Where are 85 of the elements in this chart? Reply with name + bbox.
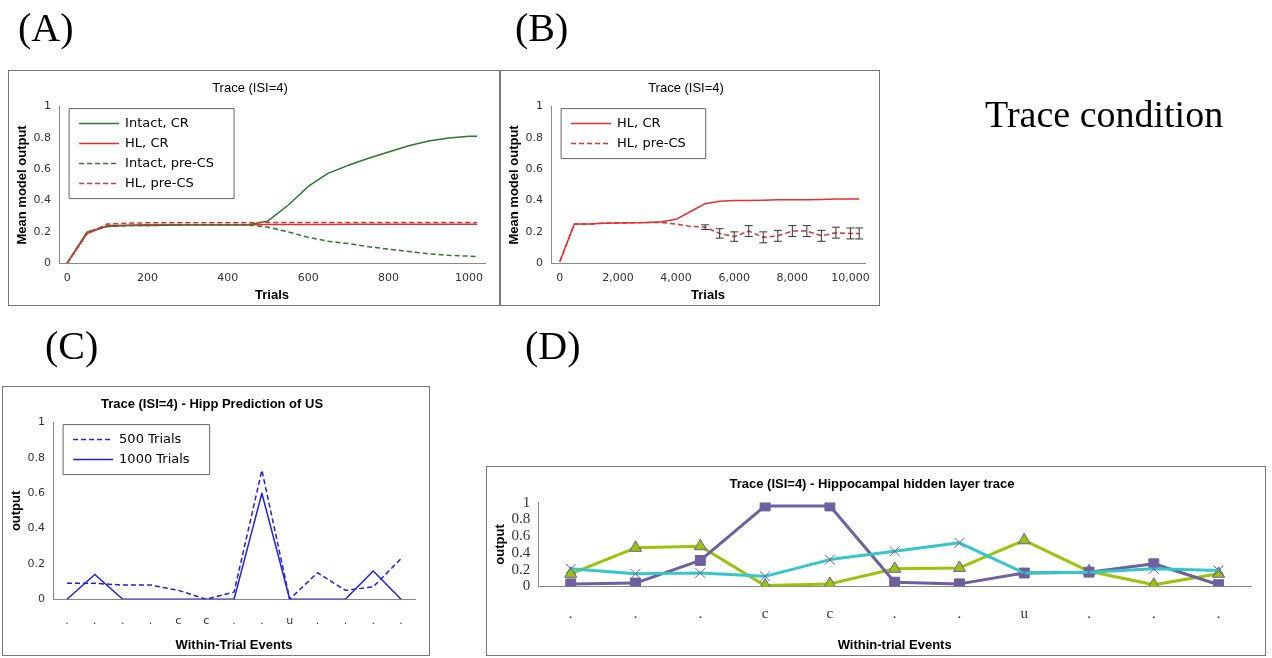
y-tick-label: 0.6 — [511, 527, 531, 544]
x-tick-label: c — [761, 605, 769, 622]
y-axis-title: output — [8, 490, 24, 532]
chart-title: Trace (ISI=4) - Hippocampal hidden layer trace — [729, 476, 1015, 492]
x-tick-label: . — [698, 605, 703, 622]
y-tick-label: 0.4 — [27, 521, 46, 535]
x-tick-label: 0 — [556, 270, 564, 284]
y-tick-label: 0 — [522, 577, 531, 594]
x-tick-label: . — [633, 605, 638, 622]
legend-label: HL, CR — [617, 114, 661, 130]
x-tick-label: . — [65, 613, 69, 627]
text: Trace condition — [985, 92, 1224, 136]
x-tick-label: . — [371, 613, 375, 627]
text: (B) — [515, 4, 569, 51]
y-tick-label: 0.4 — [511, 543, 531, 560]
x-tick-label: . — [93, 613, 97, 627]
y-tick-label: 0.8 — [511, 510, 531, 527]
y-tick-label: 0.8 — [33, 130, 52, 144]
x-tick-label: 2,000 — [602, 270, 634, 284]
legend-label: 1000 Trials — [119, 450, 190, 466]
y-tick-label: 0.6 — [33, 162, 52, 176]
x-tick-label: . — [957, 605, 962, 622]
x-tick-label: 200 — [136, 270, 158, 284]
x-tick-label: 400 — [217, 270, 239, 284]
y-tick-label: 0.2 — [33, 224, 52, 238]
y-axis-title: output — [492, 523, 508, 565]
y-tick-label: 1 — [38, 415, 46, 429]
y-tick-label: 0.2 — [525, 224, 544, 238]
y-tick-label: 0 — [536, 256, 544, 270]
y-tick-label: 0.6 — [27, 486, 46, 500]
legend-label: HL, pre-CS — [125, 174, 194, 190]
chart-title: Trace (ISI=4) — [648, 80, 724, 96]
legend-label: HL, CR — [125, 134, 169, 150]
text: (D) — [525, 322, 581, 369]
y-tick-label: 0.6 — [525, 162, 544, 176]
y-axis-title: Mean model output — [506, 124, 522, 245]
x-tick-label: 1000 — [454, 270, 483, 284]
y-tick-label: 0.2 — [511, 560, 531, 577]
x-tick-label: 10,000 — [831, 270, 870, 284]
x-tick-label: 4,000 — [660, 270, 692, 284]
y-tick-label: 0 — [38, 592, 46, 606]
x-tick-label: . — [120, 613, 125, 627]
legend-label: HL, pre-CS — [617, 134, 686, 150]
x-tick-label: . — [315, 613, 320, 627]
x-tick-label: . — [1151, 605, 1156, 622]
y-tick-label: 1 — [44, 99, 52, 113]
y-tick-label: 0.4 — [525, 193, 544, 207]
y-tick-label: 0.2 — [27, 556, 46, 570]
x-tick-label: . — [1216, 605, 1221, 622]
x-tick-label: 6,000 — [718, 270, 750, 284]
y-axis-title: Mean model output — [14, 124, 30, 245]
x-tick-label: c — [175, 613, 182, 627]
x-tick-label: 8,000 — [776, 270, 809, 284]
y-tick-label: 0.8 — [525, 130, 544, 144]
y-tick-label: 0.8 — [27, 450, 46, 464]
legend-label: Intact, pre-CS — [125, 154, 215, 170]
x-tick-label: . — [892, 605, 897, 622]
x-tick-label: . — [148, 613, 153, 627]
x-tick-label: . — [399, 613, 403, 627]
x-tick-label: . — [568, 605, 573, 622]
x-axis-title: Within-Trial Events — [175, 636, 293, 652]
x-tick-label: 600 — [297, 270, 319, 284]
x-tick-label: . — [232, 613, 236, 627]
x-axis-title: Trials — [255, 286, 290, 302]
chart-title: Trace (ISI=4) — [212, 80, 288, 96]
x-tick-label: . — [260, 613, 264, 627]
legend-label: 500 Trials — [119, 430, 182, 446]
y-tick-label: 1 — [536, 99, 544, 113]
x-tick-label: 800 — [378, 270, 400, 284]
legend-label: Intact, CR — [125, 114, 189, 130]
y-tick-label: 0 — [44, 256, 52, 270]
x-tick-label: 0 — [63, 270, 71, 284]
x-tick-label: . — [1087, 605, 1091, 622]
x-tick-label: c — [826, 605, 834, 622]
x-tick-label: u — [1020, 605, 1029, 622]
x-tick-label: u — [286, 613, 294, 627]
text: (C) — [45, 322, 99, 369]
y-tick-label: 1 — [522, 493, 531, 510]
x-tick-label: . — [343, 613, 348, 627]
x-tick-label: c — [203, 613, 210, 627]
x-axis-title: Trials — [691, 286, 726, 302]
text: (A) — [18, 4, 74, 51]
x-axis-title: Within-trial Events — [837, 636, 952, 652]
y-tick-label: 0.4 — [33, 193, 52, 207]
chart-title: Trace (ISI=4) - Hipp Prediction of US — [100, 396, 324, 412]
